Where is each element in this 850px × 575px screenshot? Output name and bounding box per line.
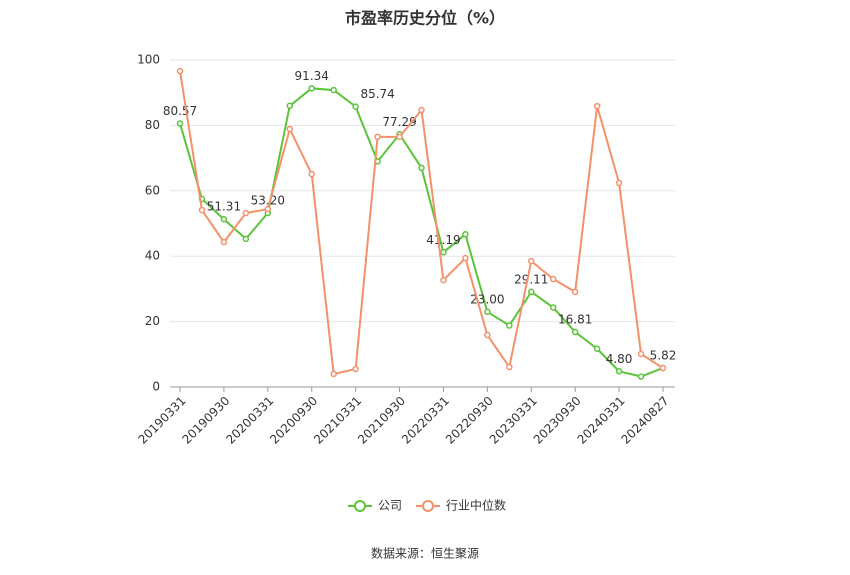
legend-label: 行业中位数 (446, 498, 506, 513)
data-point (220, 215, 228, 223)
y-tick-label: 100 (137, 53, 160, 67)
data-label: 5.82 (650, 348, 677, 362)
data-point (549, 304, 557, 311)
data-label: 85.74 (360, 87, 394, 101)
data-point (374, 133, 381, 141)
data-point (593, 345, 601, 352)
data-point (615, 179, 623, 187)
data-point (440, 249, 447, 256)
data-point (440, 276, 447, 284)
data-point (176, 120, 184, 127)
series-line (179, 70, 664, 376)
data-point (462, 231, 469, 238)
y-tick-label: 0 (152, 380, 160, 394)
y-tick-label: 20 (145, 314, 160, 328)
data-point (242, 235, 250, 243)
data-point (308, 170, 315, 178)
data-point (286, 125, 294, 133)
data-point (484, 331, 491, 339)
data-point (330, 86, 337, 94)
data-point (506, 363, 513, 371)
data-point (506, 322, 513, 329)
data-point (220, 238, 228, 246)
data-point (528, 288, 535, 296)
data-point (198, 206, 206, 214)
data-label: 51.31 (207, 200, 241, 214)
data-point (549, 275, 557, 283)
data-point (615, 368, 623, 375)
data-point (176, 67, 184, 75)
data-point (593, 102, 601, 110)
data-point (528, 257, 535, 265)
legend-label: 公司 (378, 499, 402, 513)
y-tick-label: 60 (145, 183, 160, 197)
data-point (637, 350, 645, 358)
data-point (308, 85, 315, 92)
data-point (286, 102, 294, 110)
y-tick-label: 80 (145, 118, 160, 132)
data-point (396, 133, 403, 141)
data-label: 91.34 (295, 69, 329, 83)
data-point (571, 328, 579, 336)
data-point (242, 209, 250, 217)
data-label: 29.11 (514, 272, 548, 286)
data-label: 16.81 (558, 313, 592, 327)
x-tick-label: 20240827 (619, 394, 672, 447)
source-note: 数据来源：恒生聚源 (371, 546, 479, 561)
data-point (659, 364, 667, 372)
data-point (264, 205, 272, 213)
data-point (418, 106, 425, 114)
data-point (637, 373, 645, 380)
chart-title: 市盈率历史分位（%） (345, 9, 505, 28)
data-point (418, 164, 425, 172)
data-point (352, 103, 359, 110)
y-tick-label: 40 (145, 249, 160, 263)
series-line (179, 87, 664, 378)
data-point (571, 288, 579, 296)
data-label: 53.20 (251, 194, 285, 208)
data-point (330, 370, 337, 378)
legend-item[interactable]: 公司 (348, 499, 402, 513)
legend-marker (354, 500, 366, 512)
data-point (462, 254, 469, 262)
data-label: 41.19 (426, 233, 460, 247)
legend-item[interactable]: 行业中位数 (416, 498, 506, 513)
data-point (484, 308, 491, 316)
data-label: 4.80 (606, 352, 633, 366)
legend-marker (422, 500, 435, 512)
data-label: 80.57 (163, 104, 197, 118)
data-point (352, 365, 359, 373)
